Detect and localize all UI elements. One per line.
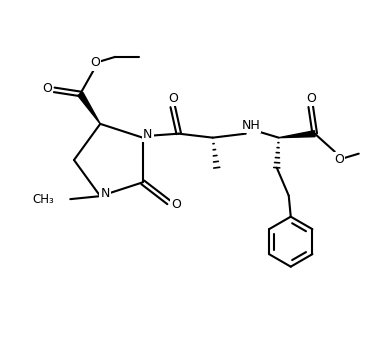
Polygon shape — [78, 92, 100, 124]
Text: O: O — [168, 92, 178, 105]
Text: O: O — [42, 82, 52, 95]
Text: O: O — [306, 92, 316, 105]
Text: N: N — [143, 128, 153, 141]
Text: N: N — [100, 187, 110, 200]
Polygon shape — [279, 131, 315, 138]
Text: NH: NH — [241, 119, 260, 132]
Text: O: O — [334, 153, 344, 166]
Text: CH₃: CH₃ — [32, 193, 54, 206]
Text: O: O — [90, 56, 100, 69]
Text: O: O — [171, 198, 181, 211]
